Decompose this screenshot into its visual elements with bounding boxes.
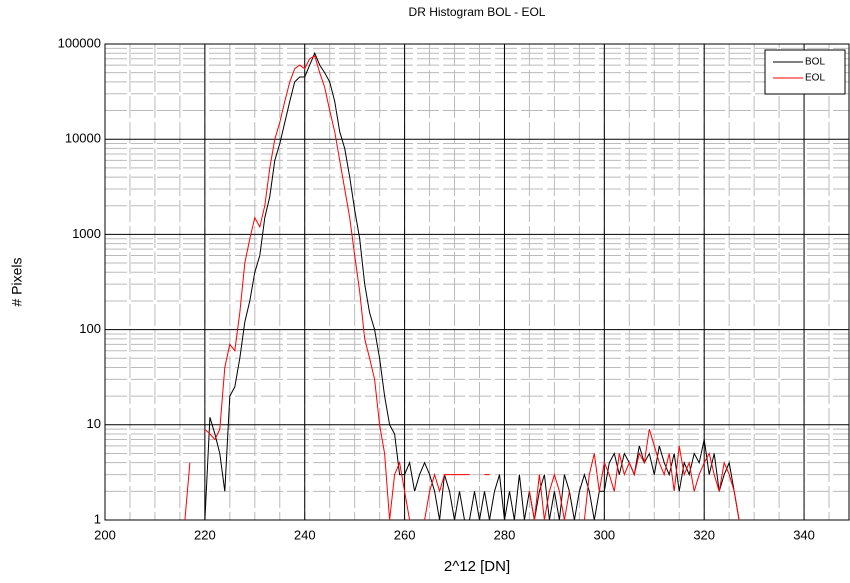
series-line xyxy=(204,51,740,521)
series-line xyxy=(184,55,740,521)
chart-title: DR Histogram BOL - EOL xyxy=(409,5,546,19)
y-tick-label: 100 xyxy=(79,321,101,336)
y-tick-label: 100000 xyxy=(58,35,101,50)
y-axis-label: # Pixels xyxy=(9,257,25,306)
y-tick-label: 10000 xyxy=(65,131,101,146)
plot-frame xyxy=(104,43,850,521)
legend-label: EOL xyxy=(805,73,825,84)
x-tick-label: 320 xyxy=(693,527,715,542)
y-tick-label: 1000 xyxy=(72,226,101,241)
y-tick-label: 1 xyxy=(94,511,101,526)
legend-label: BOL xyxy=(805,57,825,68)
x-tick-label: 300 xyxy=(593,527,615,542)
x-tick-label: 260 xyxy=(394,527,416,542)
x-tick-label: 200 xyxy=(94,527,116,542)
x-tick-label: 340 xyxy=(793,527,815,542)
x-tick-label: 240 xyxy=(294,527,316,542)
x-tick-label: 220 xyxy=(194,527,216,542)
x-axis-label: 2^12 [DN] xyxy=(444,558,510,575)
x-tick-label: 280 xyxy=(494,527,516,542)
y-tick-label: 10 xyxy=(87,416,101,431)
legend-box xyxy=(764,49,846,95)
